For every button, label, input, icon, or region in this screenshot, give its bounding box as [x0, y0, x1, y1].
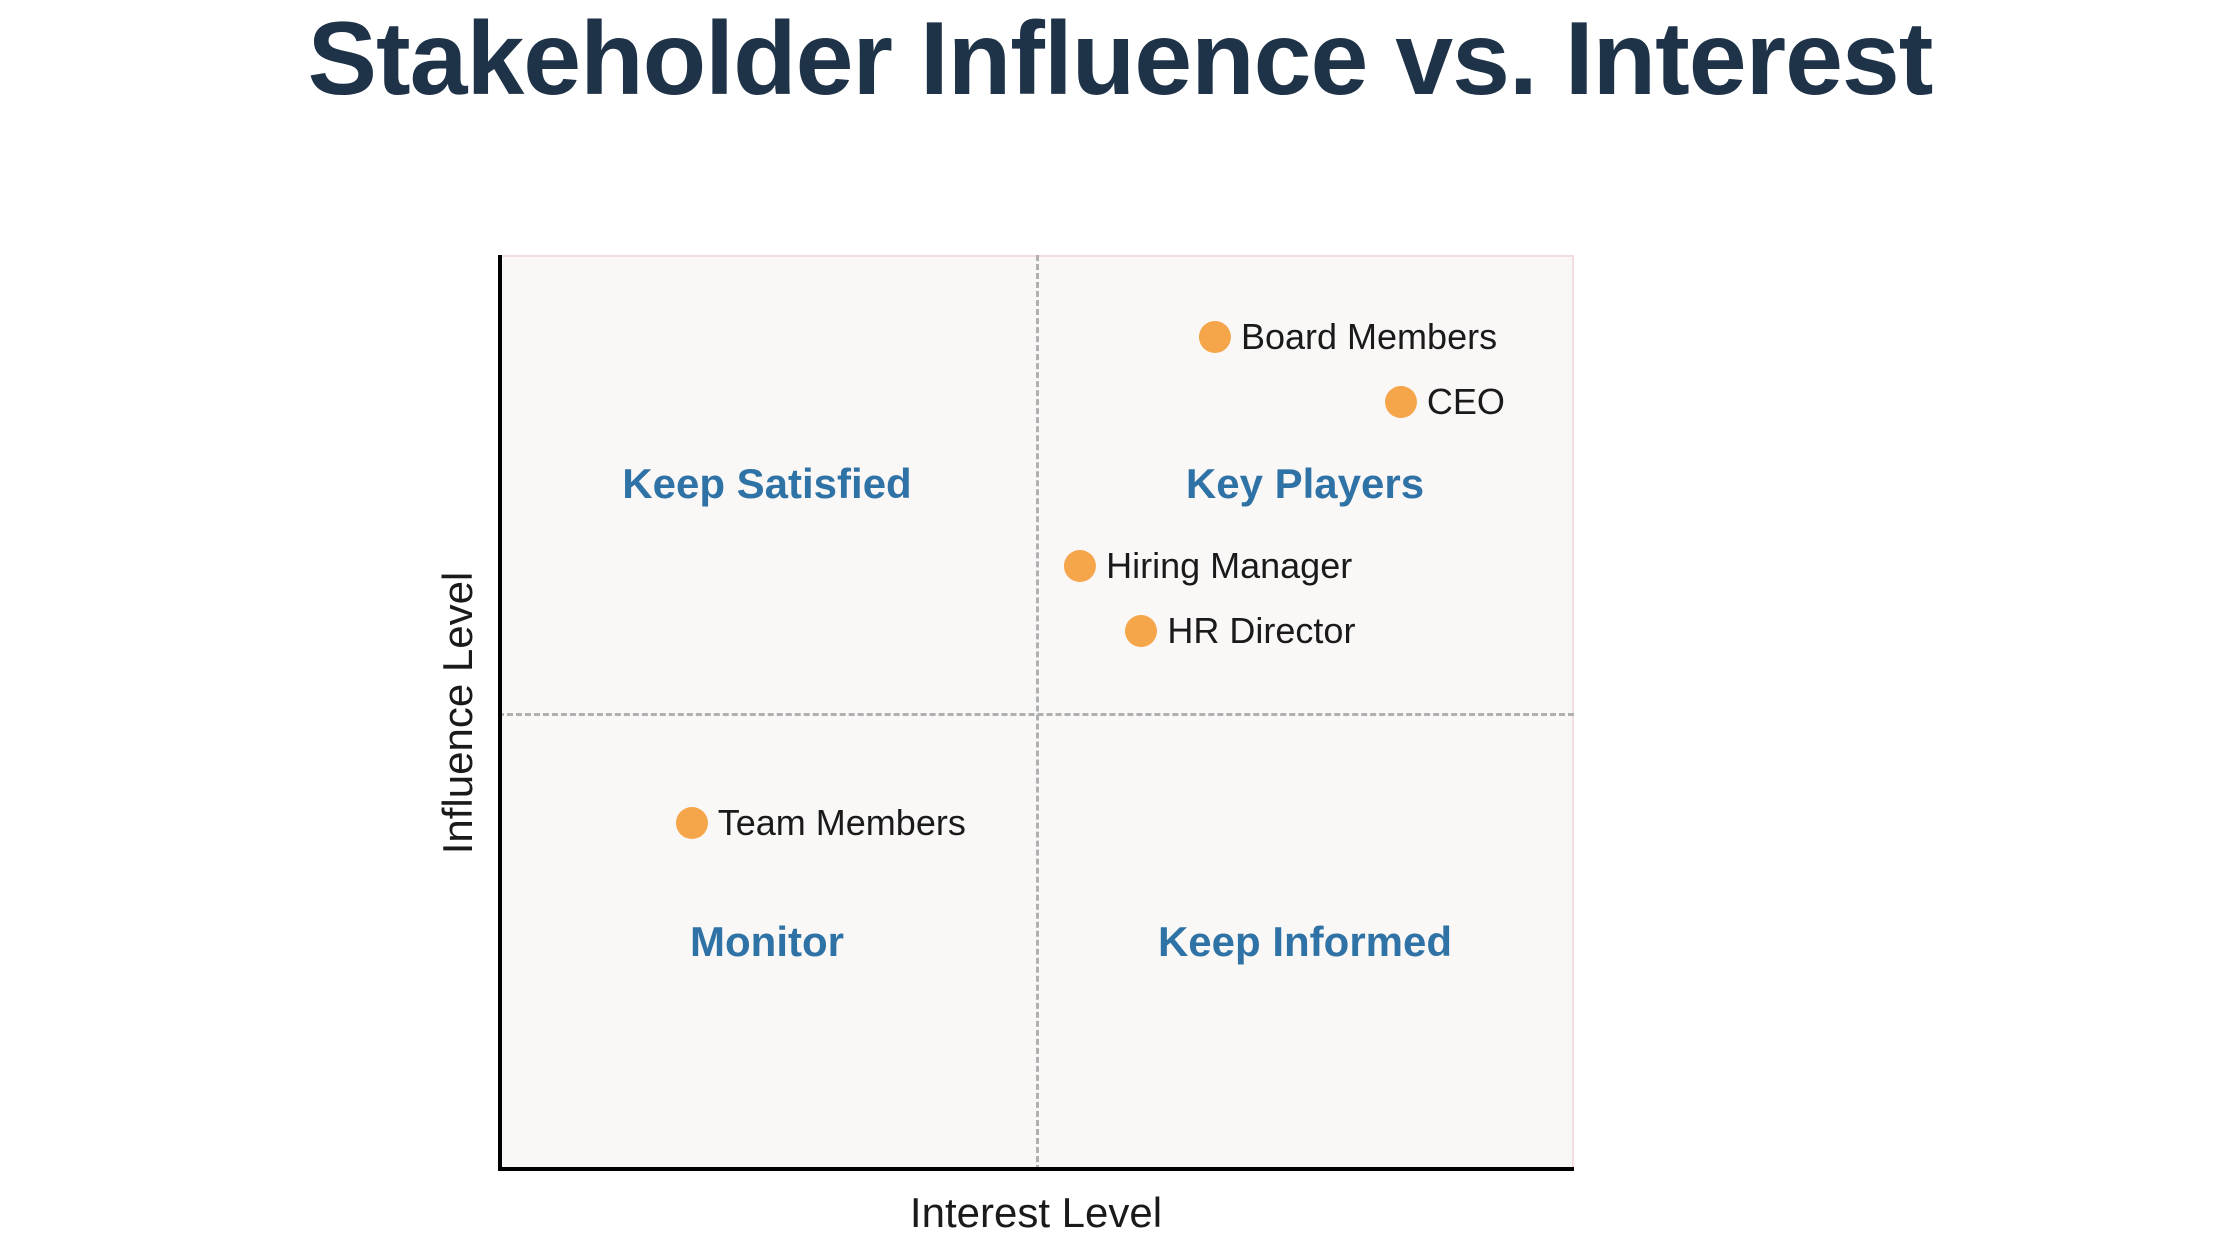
data-point: CEO [1385, 381, 1505, 423]
data-point: HR Director [1125, 610, 1355, 652]
x-axis-line [498, 1167, 1574, 1171]
y-axis-line [498, 255, 502, 1171]
data-point-marker [1125, 615, 1157, 647]
chart-title: Stakeholder Influence vs. Interest [0, 0, 2240, 119]
quadrant-label-top-right: Key Players [1186, 460, 1424, 508]
data-point-label: Hiring Manager [1106, 545, 1352, 587]
data-point: Team Members [676, 802, 966, 844]
quadrant-label-bottom-left: Monitor [690, 918, 844, 966]
data-point-marker [1199, 321, 1231, 353]
data-point-label: Board Members [1241, 316, 1497, 358]
data-point-marker [676, 807, 708, 839]
data-point-label: Team Members [718, 802, 966, 844]
data-point: Board Members [1199, 316, 1497, 358]
chart-area: Keep Satisfied Key Players Monitor Keep … [498, 255, 1574, 1171]
quadrant-label-bottom-right: Keep Informed [1158, 918, 1452, 966]
quadrant-divider-horizontal [498, 713, 1574, 716]
page: Stakeholder Influence vs. Interest Keep … [0, 0, 2240, 1260]
data-point-label: CEO [1427, 381, 1505, 423]
data-point-label: HR Director [1167, 610, 1355, 652]
data-point-marker [1064, 550, 1096, 582]
y-axis-title: Influence Level [434, 572, 482, 855]
x-axis-title: Interest Level [910, 1189, 1162, 1237]
data-point: Hiring Manager [1064, 545, 1352, 587]
quadrant-label-top-left: Keep Satisfied [622, 460, 911, 508]
data-point-marker [1385, 386, 1417, 418]
